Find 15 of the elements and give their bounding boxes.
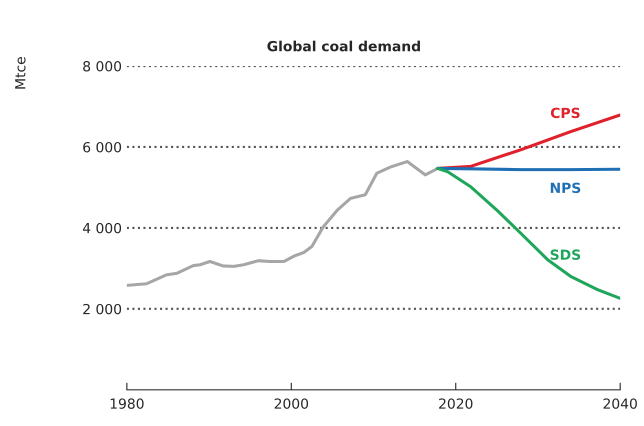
x-tick-label: 1980 [110,398,144,409]
x-tick-label: 2000 [274,398,308,409]
line-series [126,160,440,287]
chart-title: Global coal demand [267,40,420,52]
x-tick-label: 2040 [604,398,637,409]
series-label: NPS [550,182,580,194]
series-label: CPS [550,108,580,118]
y-tick-label: 6 000 [83,142,122,152]
series-label: SDS [550,249,580,260]
x-tick-label: 2020 [439,398,472,409]
y-tick-label: 4 000 [82,222,122,234]
y-tick-label: 8 000 [83,61,122,72]
y-axis-title: Mtce [15,57,26,89]
line-series [436,166,620,300]
y-tick-label: 2 000 [83,304,122,314]
